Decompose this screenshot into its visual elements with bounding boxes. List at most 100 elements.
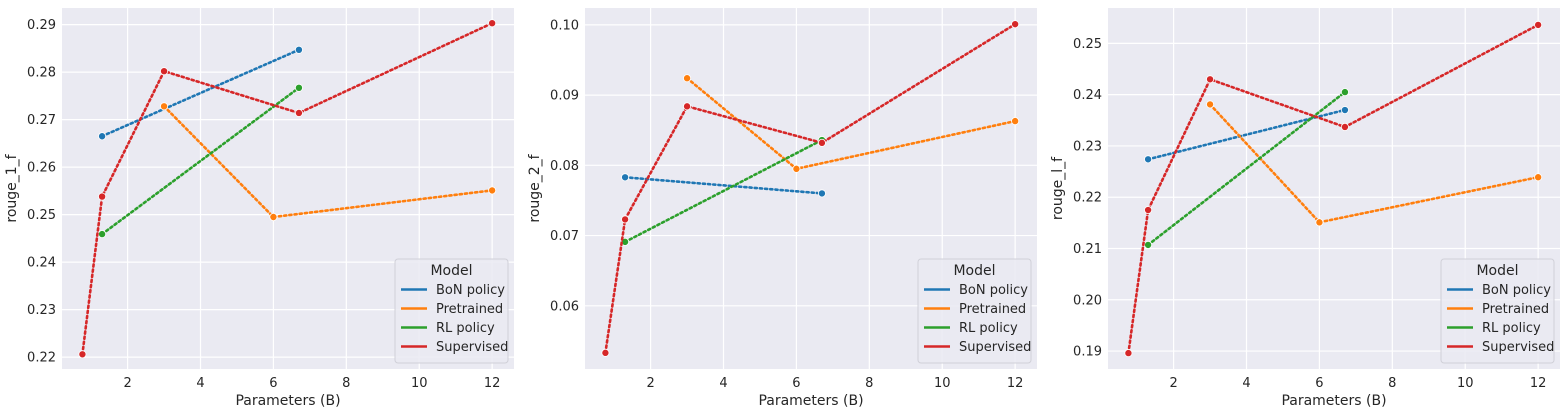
y-tick-label: 0.10	[550, 18, 579, 33]
data-point	[1011, 20, 1020, 29]
y-tick-label: 0.23	[1073, 139, 1102, 154]
y-tick-label: 0.24	[27, 256, 56, 271]
y-tick-label: 0.23	[27, 303, 56, 318]
legend: Model BoN policy Pretrained RL policy Superv…	[1440, 258, 1555, 364]
x-tick-label: 2	[646, 376, 654, 391]
data-point	[294, 45, 303, 54]
data-point	[269, 212, 278, 221]
data-point	[1144, 240, 1153, 249]
legend: Model BoN policy Pretrained RL policy Superv…	[917, 258, 1032, 364]
y-tick-label: 0.24	[1073, 88, 1102, 103]
legend-title: Model	[953, 263, 995, 279]
legend-entry-label: Pretrained	[436, 302, 503, 317]
x-tick-label: 4	[196, 376, 204, 391]
data-point	[1340, 106, 1349, 115]
x-axis-label: Parameters (B)	[235, 393, 340, 409]
data-point	[1534, 20, 1543, 29]
x-tick-label: 12	[484, 376, 501, 391]
chart-panel-2: 2 4 6 8 10 12 0.06 0.07 0.08 0.09 0.10 Parameters (…	[527, 8, 1037, 409]
x-tick-label: 12	[1530, 376, 1547, 391]
series-line-bon-policy	[623, 176, 824, 195]
y-tick-label: 0.08	[550, 159, 579, 174]
data-point	[294, 83, 303, 92]
y-tick-label: 0.21	[1073, 242, 1102, 257]
data-point	[1206, 75, 1215, 84]
x-tick-label: 8	[865, 376, 873, 391]
data-point	[488, 186, 497, 195]
data-point	[817, 138, 826, 147]
legend-entry-label: Supervised	[436, 340, 508, 355]
y-tick-label: 0.07	[550, 229, 579, 244]
y-tick-label: 0.25	[1073, 37, 1102, 52]
chart-panel-3: 2 4 6 8 10 12 0.19 0.20 0.21 0.22 0.23 0.24 0.25 Para…	[1050, 8, 1560, 409]
legend-entry-label: Supervised	[1482, 340, 1554, 355]
x-tick-label: 8	[342, 376, 350, 391]
series-line-rl-policy	[100, 86, 301, 236]
data-point	[792, 164, 801, 173]
y-axis-label: rouge_2_f	[527, 153, 543, 222]
data-point	[488, 19, 497, 28]
y-tick-label: 0.20	[1073, 293, 1102, 308]
legend-entry-label: BoN policy	[959, 283, 1028, 298]
data-point	[683, 74, 692, 83]
series-line-supervised	[604, 22, 1017, 355]
x-tick-label: 10	[1457, 376, 1474, 391]
legend-entry-label: BoN policy	[1482, 283, 1551, 298]
data-point	[1011, 117, 1020, 126]
y-tick-label: 0.19	[1073, 345, 1102, 360]
x-axis-label: Parameters (B)	[1281, 393, 1386, 409]
legend-entry-label: Pretrained	[1482, 302, 1549, 317]
data-point	[98, 132, 107, 141]
legend-entry-label: RL policy	[959, 321, 1018, 336]
y-tick-label: 0.22	[1073, 191, 1102, 206]
legend-box	[1440, 258, 1555, 364]
legend-title: Model	[430, 263, 472, 279]
x-tick-label: 2	[123, 376, 131, 391]
x-tick-label: 4	[719, 376, 727, 391]
data-point	[1206, 100, 1215, 109]
y-tick-label: 0.28	[27, 66, 56, 81]
x-axis-label: Parameters (B)	[758, 393, 863, 409]
x-tick-label: 8	[1388, 376, 1396, 391]
legend-entry-label: RL policy	[436, 321, 495, 336]
y-axis-label: rouge_1_f	[4, 153, 20, 222]
x-tick-label: 6	[269, 376, 277, 391]
x-tick-label: 4	[1242, 376, 1250, 391]
legend: Model BoN policy Pretrained RL policy Superv…	[394, 258, 509, 364]
y-tick-label: 0.27	[27, 113, 56, 128]
data-point	[1340, 88, 1349, 97]
data-point	[98, 192, 107, 201]
y-tick-label: 0.29	[27, 18, 56, 33]
x-tick-label: 6	[792, 376, 800, 391]
chart-panel-1: 2 4 6 8 10 12 0.22 0.23 0.24 0.25 0.26 0.27 0.28 0.29…	[4, 8, 514, 409]
y-axis-label: rouge_l_f	[1050, 156, 1066, 220]
legend-entry-label: Pretrained	[959, 302, 1026, 317]
data-point	[98, 230, 107, 239]
series-line-rl-policy	[1146, 90, 1347, 247]
data-point	[78, 350, 87, 359]
legend-title: Model	[1476, 263, 1518, 279]
x-tick-label: 10	[411, 376, 428, 391]
series-line-rl-policy	[623, 138, 824, 244]
data-point	[160, 67, 169, 76]
x-tick-label: 10	[934, 376, 951, 391]
data-point	[1144, 206, 1153, 215]
legend-box	[394, 258, 509, 364]
data-point	[1340, 122, 1349, 131]
y-tick-label: 0.26	[27, 161, 56, 176]
y-tick-label: 0.25	[27, 208, 56, 223]
legend-entry-label: BoN policy	[436, 283, 505, 298]
series-line-bon-policy	[100, 48, 301, 138]
data-point	[621, 215, 630, 224]
data-point	[1534, 173, 1543, 182]
data-point	[160, 102, 169, 111]
legend-box	[917, 258, 1032, 364]
data-point	[1124, 349, 1133, 358]
data-point	[294, 108, 303, 117]
legend-entry-label: RL policy	[1482, 321, 1541, 336]
data-point	[817, 189, 826, 198]
x-tick-label: 12	[1007, 376, 1024, 391]
data-point	[683, 102, 692, 111]
